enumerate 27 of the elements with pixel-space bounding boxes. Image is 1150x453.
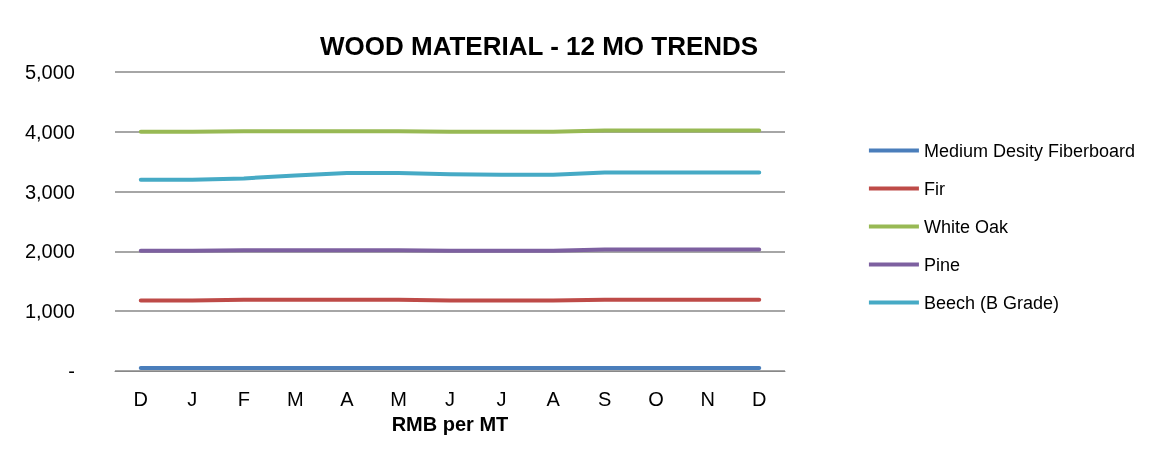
legend-label: White Oak (923, 216, 1009, 237)
legend-label: Beech (B Grade) (923, 292, 1059, 313)
x-tick-label: A (546, 388, 561, 410)
x-tick-label: D (133, 388, 148, 410)
x-tick-label: S (597, 388, 612, 410)
x-tick-label: J (187, 388, 198, 410)
x-tick-label: J (496, 388, 507, 410)
x-tick-label: D (752, 388, 767, 410)
line-series (138, 170, 762, 182)
chart-title: WOOD MATERIAL - 12 MO TRENDS (320, 31, 759, 61)
y-tick-label: - (68, 360, 75, 382)
x-tick-label: N (700, 388, 715, 410)
y-tick-label: 4,000 (24, 120, 75, 143)
legend-label: Fir (923, 178, 945, 199)
y-tick-label: 1,000 (24, 300, 75, 323)
x-tick-label: O (648, 388, 664, 410)
y-tick-label: 2,000 (24, 240, 75, 263)
y-tick-label: 5,000 (24, 61, 75, 83)
y-tick-label: 3,000 (24, 180, 75, 203)
x-axis-title: RMB per MT (391, 412, 509, 435)
legend-label: Medium Desity Fiberboard (923, 140, 1135, 161)
x-tick-label: M (287, 388, 304, 410)
legend-label: Pine (923, 254, 960, 275)
x-tick-label: J (445, 388, 455, 410)
x-tick-label: M (390, 388, 407, 410)
x-tick-label: A (340, 388, 355, 410)
x-tick-label: F (237, 388, 250, 410)
